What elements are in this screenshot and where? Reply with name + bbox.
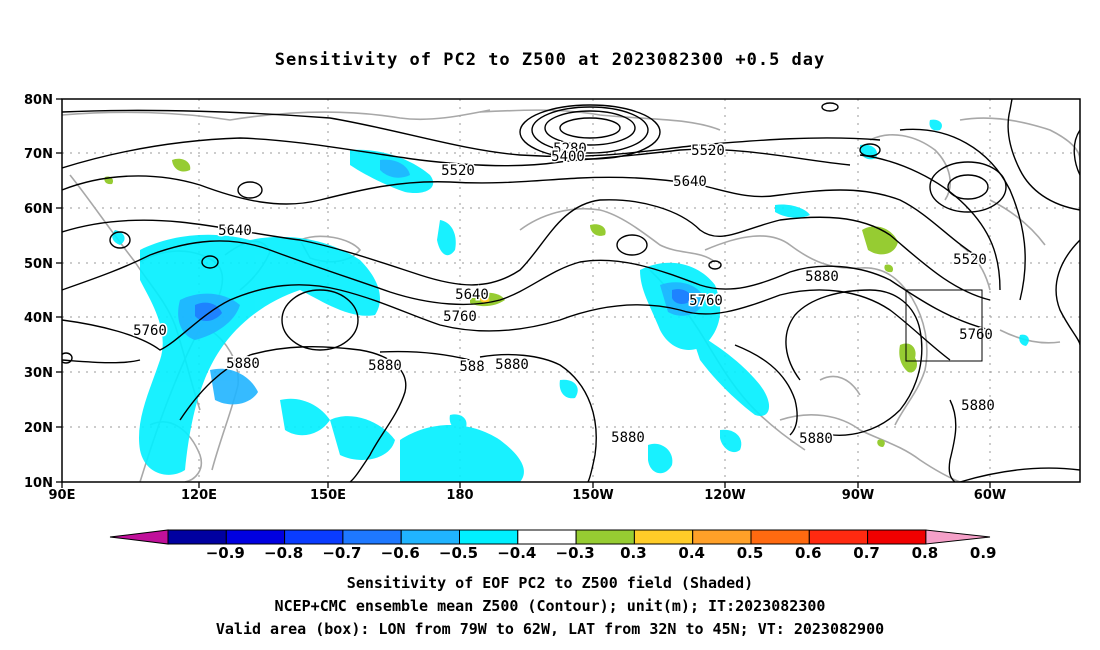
colorbar-label: 0.8 xyxy=(912,544,939,562)
colorbar-label: 0.3 xyxy=(620,544,647,562)
lat-label: 60N xyxy=(24,202,53,217)
contour-label: 5760 xyxy=(959,327,993,343)
colorbar-label: 0.6 xyxy=(795,544,822,562)
colorbar-swatch xyxy=(167,529,227,545)
lon-label: 180 xyxy=(446,488,473,503)
colorbar-label: −0.6 xyxy=(381,544,420,562)
lon-axis-labels: 90E 120E 150E 180 150W 120W 90W 60W xyxy=(49,488,1007,503)
contour-label: 5880 xyxy=(961,398,995,414)
lat-label: 10N xyxy=(24,476,53,491)
lon-label: 60W xyxy=(974,488,1006,503)
contour-label: 5520 xyxy=(691,143,725,159)
contour-label: 5280 xyxy=(553,141,587,157)
lat-label: 30N xyxy=(24,366,53,381)
colorbar-swatch xyxy=(400,529,461,545)
colorbar-swatch xyxy=(808,529,869,545)
colorbar-label: −0.8 xyxy=(264,544,303,562)
colorbar-label: 0.9 xyxy=(970,544,997,562)
lon-label: 120E xyxy=(181,488,217,503)
lat-label: 70N xyxy=(24,147,53,162)
colorbar-swatch xyxy=(225,529,286,545)
caption-line-2: NCEP+CMC ensemble mean Z500 (Contour); u… xyxy=(274,597,826,615)
colorbar-swatch xyxy=(633,529,694,545)
colorbar-swatch xyxy=(692,529,752,545)
colorbar-swatch xyxy=(750,529,810,545)
colorbar-label: 0.5 xyxy=(737,544,764,562)
lon-label: 120W xyxy=(704,488,745,503)
colorbar-label: −0.9 xyxy=(206,544,245,562)
contour-label: 5400 xyxy=(551,149,585,165)
lat-label: 50N xyxy=(24,257,53,272)
colorbar-label: 0.4 xyxy=(678,544,705,562)
contour-label: 5880 xyxy=(799,431,833,447)
axis-ticks xyxy=(56,98,991,488)
lat-label: 40N xyxy=(24,311,53,326)
colorbar-swatch xyxy=(517,529,577,545)
chart-title: Sensitivity of PC2 to Z500 at 2023082300… xyxy=(274,50,826,70)
sensitivity-shading xyxy=(104,119,1029,482)
contour-label: 5880 xyxy=(368,358,402,374)
coastlines xyxy=(62,109,1080,482)
lat-axis-labels: 80N 70N 60N 50N 40N 30N 20N 10N xyxy=(24,93,53,491)
contour-label: 5640 xyxy=(455,287,489,303)
colorbar-low-arrow xyxy=(109,529,169,545)
colorbar xyxy=(109,529,991,545)
valid-area-box xyxy=(905,289,983,362)
caption-line-1: Sensitivity of EOF PC2 to Z500 field (Sh… xyxy=(346,574,754,592)
colorbar-swatch xyxy=(459,529,519,545)
lon-label: 150W xyxy=(572,488,613,503)
colorbar-label: −0.4 xyxy=(497,544,536,562)
colorbar-label: −0.7 xyxy=(322,544,361,562)
contour-label: 5880 xyxy=(226,356,260,372)
lon-label: 90W xyxy=(842,488,874,503)
colorbar-swatch xyxy=(575,529,635,545)
lat-label: 20N xyxy=(24,421,53,436)
contour-label: 588 xyxy=(459,359,484,375)
contour-label: 5880 xyxy=(495,357,529,373)
contour-label: 5760 xyxy=(443,309,477,325)
lon-label: 90E xyxy=(49,488,76,503)
contour-label: 5880 xyxy=(611,430,645,446)
colorbar-swatch xyxy=(867,529,927,545)
colorbar-swatch xyxy=(284,529,344,545)
z500-contours xyxy=(62,99,1080,482)
colorbar-label: 0.7 xyxy=(853,544,880,562)
lon-label: 150E xyxy=(310,488,346,503)
contour-label: 5760 xyxy=(133,323,167,339)
colorbar-labels: −0.9 −0.8 −0.7 −0.6 −0.5 −0.4 −0.3 0.3 0.4 0.5 0.6… xyxy=(206,544,997,562)
colorbar-high-arrow xyxy=(925,529,991,545)
map-frame xyxy=(61,98,1081,483)
contour-label: 5640 xyxy=(218,223,252,239)
contour-label: 5520 xyxy=(441,163,475,179)
colorbar-swatch xyxy=(342,529,402,545)
colorbar-label: −0.5 xyxy=(439,544,478,562)
contour-label: 5520 xyxy=(953,252,987,268)
lat-label: 80N xyxy=(24,93,53,108)
contour-label: 5760 xyxy=(689,293,723,309)
contour-label: 5640 xyxy=(673,174,707,190)
colorbar-label: −0.3 xyxy=(556,544,595,562)
contour-label: 5880 xyxy=(805,269,839,285)
caption-line-3: Valid area (box): LON from 79W to 62W, L… xyxy=(215,620,885,638)
